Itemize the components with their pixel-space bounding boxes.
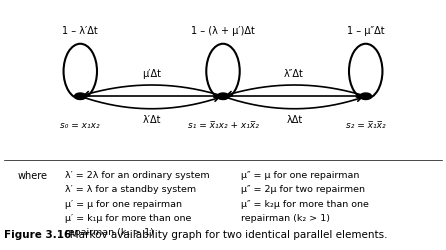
Text: μ″ = μ for one repairman: μ″ = μ for one repairman xyxy=(241,171,359,180)
Text: λ″Δt: λ″Δt xyxy=(284,69,304,79)
Text: where: where xyxy=(18,171,48,181)
Text: μ′ = k₁μ for more than one: μ′ = k₁μ for more than one xyxy=(65,214,191,223)
Text: s₂ = x̅₁x̅₂: s₂ = x̅₁x̅₂ xyxy=(346,121,385,130)
Circle shape xyxy=(217,93,229,100)
Text: λ′ = 2λ for an ordinary system: λ′ = 2λ for an ordinary system xyxy=(65,171,209,180)
Circle shape xyxy=(360,93,372,100)
Text: λ′ = λ for a standby system: λ′ = λ for a standby system xyxy=(65,186,196,194)
Text: 1 – λ′Δt: 1 – λ′Δt xyxy=(62,26,98,36)
Text: Figure 3.16: Figure 3.16 xyxy=(4,230,72,240)
Text: λ′Δt: λ′Δt xyxy=(143,115,161,125)
Text: Markov availability graph for two identical parallel elements.: Markov availability graph for two identi… xyxy=(60,230,388,240)
Text: 1 – μ″Δt: 1 – μ″Δt xyxy=(347,26,384,36)
Text: 1 – (λ + μ′)Δt: 1 – (λ + μ′)Δt xyxy=(191,26,255,36)
Circle shape xyxy=(74,93,86,100)
Text: s₁ = x̅₁x₂ + x₁x̅₂: s₁ = x̅₁x₂ + x₁x̅₂ xyxy=(188,121,258,130)
Text: μ″ = 2μ for two repairmen: μ″ = 2μ for two repairmen xyxy=(241,186,365,194)
Text: μ′ = μ for one repairman: μ′ = μ for one repairman xyxy=(65,200,182,209)
Text: s₀ = x₁x₂: s₀ = x₁x₂ xyxy=(61,121,100,130)
Text: μ′Δt: μ′Δt xyxy=(142,69,161,79)
Text: repairman (k₁ > 1): repairman (k₁ > 1) xyxy=(65,228,153,237)
Text: repairman (k₂ > 1): repairman (k₂ > 1) xyxy=(241,214,330,223)
Text: μ″ = k₂μ for more than one: μ″ = k₂μ for more than one xyxy=(241,200,369,209)
Text: λΔt: λΔt xyxy=(287,115,303,125)
